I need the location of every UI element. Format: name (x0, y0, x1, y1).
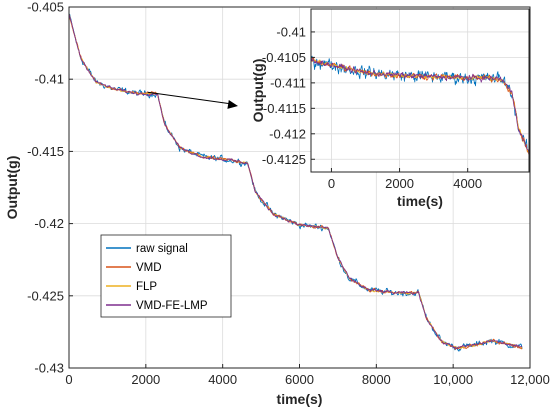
y-tick-label: -0.412 (269, 126, 306, 141)
main-series-group (68, 13, 523, 352)
x-tick-label: 0 (328, 176, 335, 191)
y-tick-label: -0.4125 (262, 152, 306, 167)
series-line-vmd-fe-lmp (68, 13, 523, 349)
y-tick-label: -0.42 (34, 216, 64, 231)
legend-label: VMD (136, 262, 162, 274)
y-tick-label: -0.41 (276, 24, 306, 39)
y-tick-label: -0.4115 (263, 101, 306, 116)
series-line-vmd-fe-lmp (310, 58, 530, 156)
legend-label: raw signal (136, 243, 188, 255)
x-tick-label: 2000 (385, 176, 414, 191)
legend-item: raw signal (106, 243, 188, 255)
x-tick-label: 12,000 (510, 372, 550, 387)
inset-series-group (310, 55, 530, 156)
zoom-arrow (147, 91, 238, 109)
x-tick-label: 2000 (131, 372, 160, 387)
y-tick-label: -0.425 (27, 288, 64, 303)
inset-x-axis: 0 2000 4000 (328, 168, 482, 191)
inset-grid (311, 9, 529, 172)
x-tick-label: 0 (65, 372, 72, 387)
y-tick-label: -0.43 (34, 361, 64, 376)
y-tick-label: -0.405 (27, 0, 64, 15)
y-tick-label: -0.41 (34, 72, 64, 87)
legend-label: FLP (136, 281, 157, 293)
main-y-axis: -0.405 -0.41 -0.415 -0.42 -0.425 -0.43 (27, 0, 73, 376)
x-tick-label: 6000 (285, 372, 314, 387)
legend-item: FLP (106, 281, 157, 293)
main-y-axis-label: Output(g) (4, 156, 20, 220)
inset-plot-area (311, 9, 529, 172)
y-tick-label: -0.415 (27, 144, 64, 159)
x-tick-label: 4000 (208, 372, 237, 387)
main-x-axis: 0 2000 4000 6000 8000 10,000 12,000 (65, 364, 550, 387)
y-tick-label: -0.4105 (262, 50, 306, 65)
x-tick-label: 10,000 (433, 372, 473, 387)
main-x-axis-label: time(s) (277, 391, 323, 407)
y-tick-label: -0.411 (270, 75, 306, 90)
x-tick-label: 8000 (362, 372, 391, 387)
inset-y-axis: -0.41 -0.4105 -0.411 -0.4115 -0.412 -0.4125 (262, 24, 315, 167)
legend-item: VMD-FE-LMP (106, 300, 208, 312)
inset-chart: 0 2000 4000 -0.41-0.4105-0.411-0.4115-0.41… (250, 8, 530, 209)
inset-x-axis-label: time(s) (397, 193, 443, 209)
legend-label: VMD-FE-LMP (136, 300, 208, 312)
legend-item: VMD (106, 262, 162, 274)
x-tick-label: 4000 (453, 176, 482, 191)
inset-y-axis-label: Output(g) (250, 59, 266, 123)
legend: raw signal VMD FLP VMD-FE-LMP (100, 234, 232, 318)
inset-plot-frame (310, 8, 530, 173)
